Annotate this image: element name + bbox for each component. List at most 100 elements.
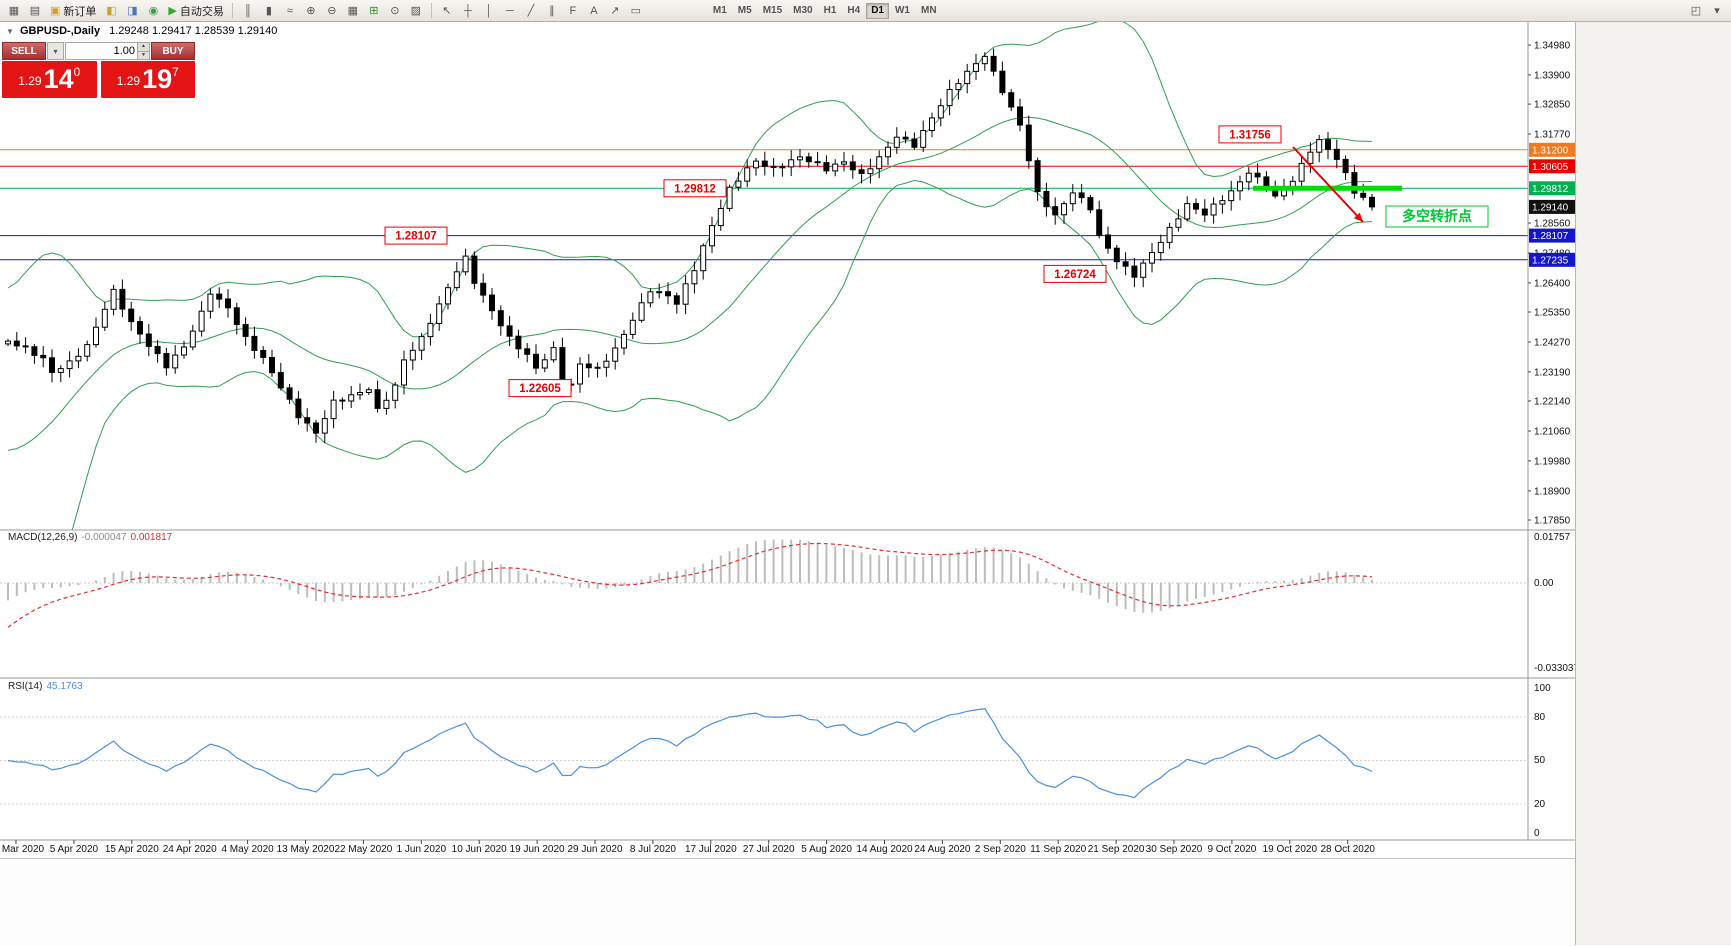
timeframe-d1-button[interactable]: D1 bbox=[866, 2, 889, 19]
svg-text:1.27235: 1.27235 bbox=[1532, 255, 1569, 266]
svg-text:19 Jun 2020: 19 Jun 2020 bbox=[510, 844, 565, 855]
rsi-panel: 100 80 50 20 0 bbox=[0, 683, 1551, 839]
candlestick-chart-icon[interactable]: ▮ bbox=[259, 2, 279, 20]
svg-text:1.28560: 1.28560 bbox=[1534, 219, 1571, 230]
horizontal-line-icon[interactable]: ─ bbox=[500, 2, 520, 20]
symbol-period-label: GBPUSD-,Daily bbox=[19, 25, 101, 37]
main-chart-layer: 1.31756 1.29812 1.28107 1.26724 1.22605 多空转折点 bbox=[0, 22, 1528, 530]
price-label-box[interactable] bbox=[1043, 264, 1107, 283]
macd-signal-line bbox=[7, 542, 1373, 628]
chart-canvas[interactable]: 1.31756 1.29812 1.28107 1.26724 1.22605 多空转折点… bbox=[0, 22, 1575, 858]
price-tag bbox=[1529, 228, 1575, 243]
price-axis[interactable]: 1.349801.339001.328501.317701.285601.274… bbox=[1528, 41, 1575, 527]
data-window-icon[interactable]: ◨ bbox=[122, 2, 142, 20]
svg-text:13 May 2020: 13 May 2020 bbox=[277, 844, 335, 855]
bar-chart-icon[interactable]: ║ bbox=[238, 2, 258, 20]
sell-price-prefix: 1.29 bbox=[18, 74, 42, 88]
candlesticks-layer bbox=[5, 48, 1375, 444]
buy-price-pip: 7 bbox=[172, 65, 179, 79]
rsi-line bbox=[7, 708, 1373, 799]
channel-icon[interactable]: ∥ bbox=[542, 2, 562, 20]
svg-text:17 Jul 2020: 17 Jul 2020 bbox=[685, 844, 737, 855]
arrow-tool-icon[interactable]: ↗ bbox=[605, 2, 625, 20]
price-label-box[interactable] bbox=[1218, 125, 1282, 144]
volume-dropdown[interactable]: ▾ bbox=[47, 42, 64, 60]
svg-text:-0.033037: -0.033037 bbox=[1534, 663, 1575, 674]
navigator-icon[interactable]: ◉ bbox=[143, 2, 163, 20]
timeframe-m15-button[interactable]: M15 bbox=[758, 3, 787, 19]
periods-icon[interactable]: ⊙ bbox=[385, 2, 405, 20]
profiles-icon[interactable]: ▤ bbox=[25, 2, 45, 20]
text-label-icon[interactable]: A bbox=[584, 2, 604, 20]
auto-trading-button[interactable]: ▶ 自动交易 bbox=[165, 2, 226, 20]
svg-text:19 Oct 2020: 19 Oct 2020 bbox=[1263, 844, 1318, 855]
cursor-icon[interactable]: ↖ bbox=[437, 2, 457, 20]
macd-panel: 0.01757 0.00 -0.033037 bbox=[0, 532, 1575, 674]
svg-text:0.01757: 0.01757 bbox=[1534, 532, 1571, 543]
volume-up-button[interactable]: ▲ bbox=[137, 43, 149, 51]
fibonacci-icon[interactable]: F bbox=[563, 2, 583, 20]
svg-text:27 Jul 2020: 27 Jul 2020 bbox=[743, 844, 795, 855]
toolbar: ▦ ▤ ▣ 新订单 ◧ ◨ ◉ ▶ 自动交易 ║ ▮ ≈ ⊕ ⊖ ▦ ⊞ ⊙ ▨ ↖ ┼ │ ─ ╱ ∥ F A ↗ ▭… bbox=[0, 0, 1731, 22]
new-chart-icon[interactable]: ▦ bbox=[4, 2, 24, 20]
price-tag bbox=[1529, 199, 1575, 214]
chart-header: ▼ GBPUSD-,Daily 1.29248 1.29417 1.28539 … bbox=[6, 25, 277, 37]
note-box[interactable] bbox=[1385, 205, 1489, 228]
timeframe-m30-button[interactable]: M30 bbox=[788, 3, 817, 19]
timeframe-w1-button[interactable]: W1 bbox=[890, 3, 915, 19]
tile-windows-icon[interactable]: ▦ bbox=[343, 2, 363, 20]
svg-text:1.21060: 1.21060 bbox=[1534, 427, 1571, 438]
volume-down-button[interactable]: ▼ bbox=[137, 50, 149, 59]
time-axis[interactable]: 26 Mar 2020 5 Apr 2020 15 Apr 2020 24 Apr 2… bbox=[0, 840, 1375, 855]
downtrend-arrow[interactable] bbox=[1292, 146, 1364, 223]
price-label-box[interactable] bbox=[663, 179, 727, 198]
auto-trading-icon: ▶ bbox=[168, 5, 177, 17]
templates-icon[interactable]: ▨ bbox=[406, 2, 426, 20]
timeframe-h1-button[interactable]: H1 bbox=[819, 3, 842, 19]
svg-text:1.32850: 1.32850 bbox=[1534, 100, 1571, 111]
volume-input[interactable] bbox=[66, 43, 137, 59]
macd-histogram bbox=[7, 539, 1373, 613]
workspace-background bbox=[1575, 22, 1731, 945]
timeframe-m5-button[interactable]: M5 bbox=[733, 3, 757, 19]
timeframe-mn-button[interactable]: MN bbox=[916, 3, 942, 19]
shapes-icon[interactable]: ▭ bbox=[626, 2, 646, 20]
svg-text:5 Apr 2020: 5 Apr 2020 bbox=[50, 844, 99, 855]
crosshair-icon[interactable]: ┼ bbox=[458, 2, 478, 20]
price-label-text: 1.31756 bbox=[1229, 129, 1271, 141]
svg-text:1.29140: 1.29140 bbox=[1532, 202, 1569, 213]
toolbar-more-icon[interactable]: ▾ bbox=[1707, 2, 1727, 20]
zoom-in-icon[interactable]: ⊕ bbox=[301, 2, 321, 20]
svg-text:30 Sep 2020: 30 Sep 2020 bbox=[1146, 844, 1203, 855]
price-label-box[interactable] bbox=[508, 379, 572, 398]
svg-text:1.34980: 1.34980 bbox=[1534, 41, 1571, 52]
buy-price-button[interactable]: 1.29 19 7 bbox=[100, 61, 195, 98]
svg-text:1.28107: 1.28107 bbox=[1532, 231, 1569, 242]
volume-field: ▲ ▼ bbox=[65, 42, 150, 60]
buy-button[interactable]: BUY bbox=[151, 42, 195, 60]
timeframe-h4-button[interactable]: H4 bbox=[842, 3, 865, 19]
sell-price-pip: 0 bbox=[73, 65, 81, 79]
zoom-out-icon[interactable]: ⊖ bbox=[322, 2, 342, 20]
vertical-line-icon[interactable]: │ bbox=[479, 2, 499, 20]
svg-text:1.30605: 1.30605 bbox=[1532, 162, 1569, 173]
price-tag bbox=[1529, 142, 1575, 157]
svg-text:1 Jun 2020: 1 Jun 2020 bbox=[397, 844, 447, 855]
svg-text:1.18900: 1.18900 bbox=[1534, 486, 1571, 497]
trendline-icon[interactable]: ╱ bbox=[521, 2, 541, 20]
indicators-icon[interactable]: ⊞ bbox=[364, 2, 384, 20]
line-chart-icon[interactable]: ≈ bbox=[280, 2, 300, 20]
price-tag bbox=[1529, 252, 1575, 267]
svg-text:4 May 2020: 4 May 2020 bbox=[221, 844, 274, 855]
svg-text:1.23190: 1.23190 bbox=[1534, 367, 1571, 378]
market-watch-icon[interactable]: ◧ bbox=[101, 2, 121, 20]
svg-text:1.25350: 1.25350 bbox=[1534, 308, 1571, 319]
sell-price-button[interactable]: 1.29 14 0 bbox=[2, 61, 97, 98]
new-order-button[interactable]: ▣ 新订单 bbox=[47, 2, 99, 20]
one-click-toggle-icon[interactable]: ▼ bbox=[6, 27, 14, 36]
one-click-trading-panel: SELL ▾ ▲ ▼ BUY 1.29 14 0 1.29 19 7 bbox=[2, 42, 195, 98]
timeframe-m1-button[interactable]: M1 bbox=[708, 3, 732, 19]
sell-button[interactable]: SELL bbox=[2, 42, 46, 60]
price-label-box[interactable] bbox=[384, 226, 448, 245]
window-layout-icon[interactable]: ◰ bbox=[1686, 2, 1706, 20]
